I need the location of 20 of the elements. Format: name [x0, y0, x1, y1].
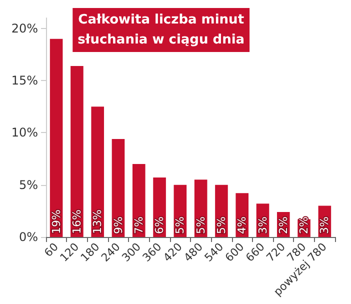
data-label: 3%: [318, 216, 332, 234]
data-label: 4%: [236, 216, 249, 234]
data-label: 5%: [214, 216, 228, 234]
data-label: 5%: [174, 216, 187, 234]
data-label: 13%: [91, 210, 104, 234]
data-label: 5%: [194, 216, 208, 234]
data-label: 3%: [256, 216, 270, 234]
chart-title: Całkowita liczba minut słuchania w ciągu dnia: [78, 12, 245, 48]
data-label: 6%: [153, 216, 166, 234]
data-label: 2%: [276, 216, 290, 234]
y-tick-label: 20%: [11, 21, 38, 36]
y-tick-label: 10%: [11, 126, 38, 140]
data-label: 9%: [112, 216, 125, 234]
data-label: 16%: [70, 210, 84, 234]
y-tick-label: 0%: [18, 230, 38, 244]
y-tick-label: 5%: [18, 178, 38, 192]
data-label: 19%: [50, 210, 63, 234]
y-tick-label: 15%: [11, 74, 38, 88]
data-label: 7%: [132, 216, 146, 234]
bar: [70, 66, 84, 237]
